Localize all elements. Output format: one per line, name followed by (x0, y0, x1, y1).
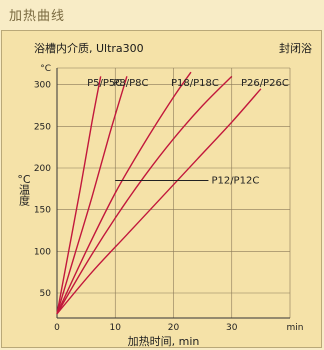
x-tick-label: 10 (110, 323, 122, 333)
y-unit-label: °C (40, 64, 51, 74)
y-tick-label: 200 (34, 164, 51, 174)
chart-subtitle: 浴槽内介质, Ultra300 (34, 42, 144, 55)
x-tick-label: 20 (168, 323, 180, 333)
series-line (56, 71, 192, 315)
series-line (56, 76, 128, 315)
x-unit-label: min (287, 323, 304, 333)
x-tick-label: 30 (226, 323, 238, 333)
chart-panel (1, 30, 322, 348)
y-axis-unit: °C (17, 173, 31, 186)
series-label: P26/P26C (241, 78, 289, 89)
chart-meta-right: 封闭浴 (279, 42, 312, 55)
series-label: P5/P5C (87, 78, 122, 89)
y-axis-title: 温度 (18, 184, 31, 207)
series-line (56, 88, 262, 315)
y-tick-label: 50 (40, 289, 52, 299)
x-tick-label: 0 (54, 323, 60, 333)
y-tick-label: 300 (34, 81, 51, 91)
series-line (56, 76, 102, 314)
y-tick-label: 100 (34, 247, 51, 257)
series-label: P18/P18C (171, 78, 219, 89)
series-label: P8/P8C (113, 78, 148, 89)
annotation-label: P12/P12C (211, 176, 259, 187)
series-line (56, 75, 233, 315)
y-tick-label: 150 (34, 206, 51, 216)
y-tick-label: 250 (34, 122, 51, 132)
x-axis-title: 加热时间, min (128, 335, 200, 348)
page-title: 加热曲线 (9, 9, 66, 24)
